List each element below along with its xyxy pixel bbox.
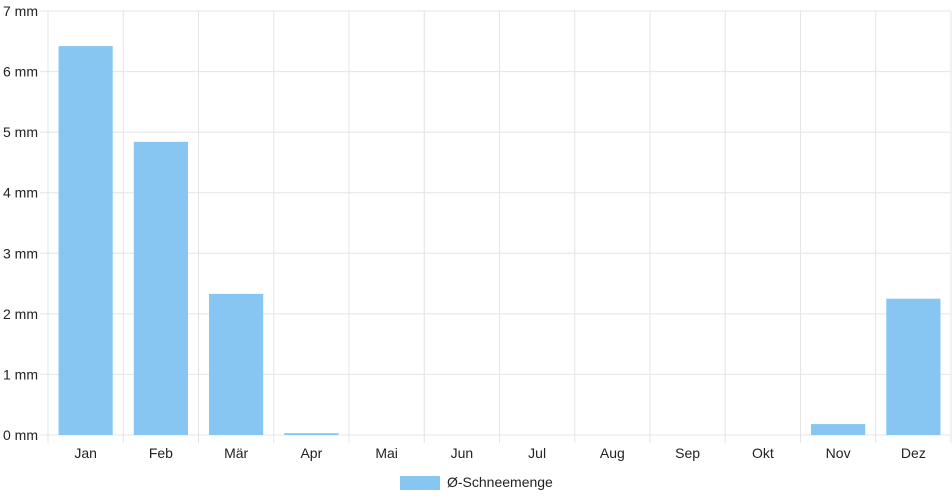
y-tick-label: 0 mm [3,427,38,443]
x-tick-label: Mär [224,445,248,461]
x-tick-label: Jul [528,445,546,461]
x-tick-label: Sep [675,445,700,461]
bars [58,46,941,435]
x-tick-label: Dez [901,445,926,461]
y-tick-label: 2 mm [3,306,38,322]
y-tick-label: 3 mm [3,245,38,261]
x-tick-label: Jan [74,445,97,461]
bar[interactable] [886,298,941,435]
y-tick-label: 5 mm [3,124,38,140]
y-tick-label: 1 mm [3,366,38,382]
legend-swatch[interactable] [400,476,440,490]
x-axis: Jan Feb Mär Apr Mai Jun Jul Aug Sep Okt Nov Dez [74,445,925,461]
x-tick-label: Apr [300,445,322,461]
y-tick-label: 7 mm [3,3,38,19]
bar[interactable] [209,293,264,435]
bar[interactable] [811,424,866,435]
y-tick-label: 6 mm [3,64,38,80]
grid-lines [40,10,952,443]
bar[interactable] [284,433,339,435]
bar[interactable] [133,141,188,435]
y-axis: 0 mm 1 mm 2 mm 3 mm 4 mm 5 mm 6 mm 7 mm [3,3,38,443]
y-tick-label: 4 mm [3,185,38,201]
x-tick-label: Mai [375,445,398,461]
legend[interactable]: Ø-Schneemenge [400,474,553,490]
bar[interactable] [58,46,113,435]
x-tick-label: Okt [752,445,774,461]
legend-label[interactable]: Ø-Schneemenge [447,474,553,490]
x-tick-label: Aug [600,445,625,461]
x-tick-label: Jun [451,445,474,461]
x-tick-label: Feb [149,445,173,461]
x-tick-label: Nov [826,445,851,461]
